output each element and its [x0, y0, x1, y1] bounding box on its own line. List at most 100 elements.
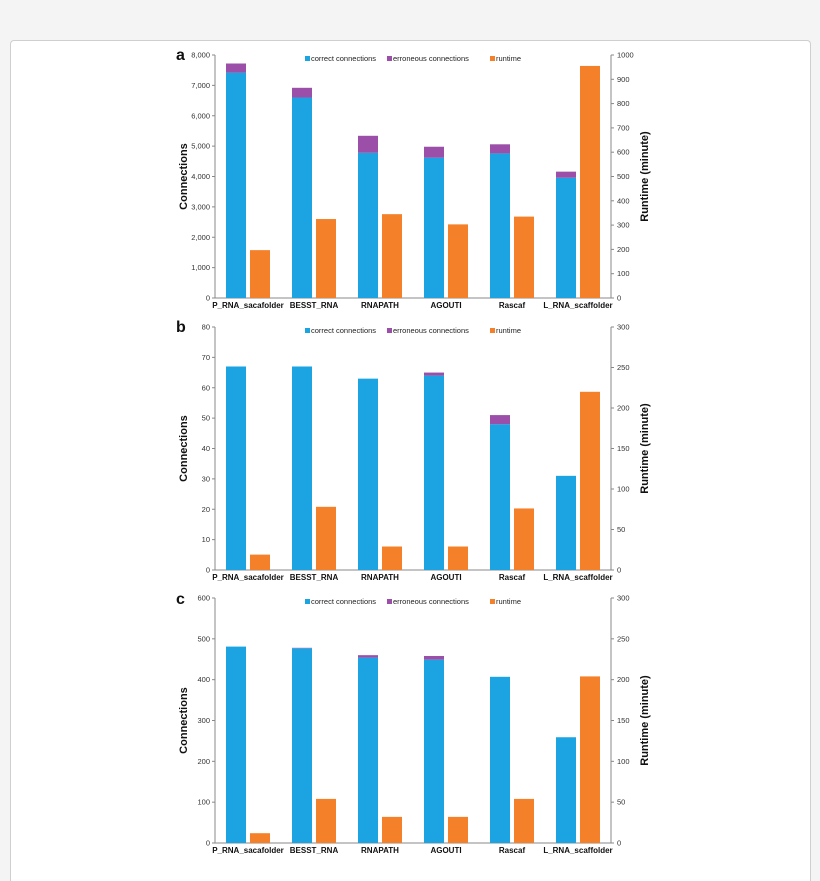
y-tick-label-right: 300: [617, 221, 630, 230]
y-tick-label-left: 1,000: [191, 263, 210, 272]
bar-correct-connections: [226, 647, 246, 843]
bar-correct-connections: [490, 153, 510, 298]
y-tick-label-right: 300: [617, 594, 630, 603]
bar-correct-connections: [556, 737, 576, 843]
bar-erroneous-connections: [424, 373, 444, 376]
category-label: Rascaf: [499, 846, 526, 855]
legend-label: runtime: [496, 326, 521, 335]
y-tick-label-left: 40: [202, 444, 210, 453]
legend-swatch: [305, 328, 310, 333]
y-axis-title-right: Runtime (minute): [639, 131, 651, 222]
bar-correct-connections: [226, 366, 246, 570]
y-tick-label-right: 200: [617, 404, 630, 413]
category-label: L_RNA_scaffolder: [543, 573, 612, 582]
y-tick-label-right: 250: [617, 634, 630, 643]
y-tick-label-right: 100: [617, 485, 630, 494]
y-tick-label-left: 80: [202, 323, 210, 332]
bar-runtime: [382, 547, 402, 570]
y-tick-label-right: 50: [617, 798, 625, 807]
y-tick-label-left: 60: [202, 383, 210, 392]
legend-label: correct connections: [311, 597, 376, 606]
bar-runtime: [316, 799, 336, 843]
y-tick-label-right: 800: [617, 99, 630, 108]
legend-label: erroneous connections: [393, 54, 469, 63]
category-label: P_RNA_sacafolder: [212, 301, 284, 310]
bar-erroneous-connections: [424, 147, 444, 158]
bar-correct-connections: [358, 379, 378, 570]
legend-label: erroneous connections: [393, 326, 469, 335]
bar-correct-connections: [292, 98, 312, 298]
y-tick-label-left: 10: [202, 535, 210, 544]
y-tick-label-left: 600: [197, 594, 210, 603]
bar-runtime: [514, 508, 534, 570]
category-label: Rascaf: [499, 301, 526, 310]
bar-erroneous-connections: [490, 415, 510, 424]
category-label: P_RNA_sacafolder: [212, 846, 284, 855]
y-tick-label-right: 200: [617, 245, 630, 254]
bar-erroneous-connections: [424, 656, 444, 660]
bar-correct-connections: [358, 658, 378, 843]
category-label: L_RNA_scaffolder: [543, 846, 612, 855]
bar-runtime: [382, 817, 402, 843]
y-tick-label-left: 0: [206, 294, 210, 303]
bar-runtime: [250, 555, 270, 570]
y-tick-label-left: 30: [202, 474, 210, 483]
y-tick-label-right: 50: [617, 525, 625, 534]
legend-swatch: [490, 599, 495, 604]
y-tick-label-right: 900: [617, 75, 630, 84]
bar-runtime: [580, 392, 600, 570]
y-tick-label-left: 70: [202, 353, 210, 362]
y-tick-label-right: 250: [617, 363, 630, 372]
y-tick-label-left: 2,000: [191, 233, 210, 242]
panel-letter: c: [176, 591, 185, 608]
y-tick-label-left: 7,000: [191, 81, 210, 90]
legend-label: runtime: [496, 54, 521, 63]
legend-label: correct connections: [311, 326, 376, 335]
bar-erroneous-connections: [490, 144, 510, 153]
y-tick-label-left: 4,000: [191, 172, 210, 181]
y-tick-label-right: 100: [617, 757, 630, 766]
y-tick-label-left: 8,000: [191, 51, 210, 60]
bar-runtime: [316, 507, 336, 570]
bar-runtime: [448, 224, 468, 298]
y-tick-label-right: 400: [617, 196, 630, 205]
y-tick-label-right: 300: [617, 323, 630, 332]
y-tick-label-right: 150: [617, 444, 630, 453]
y-tick-label-right: 0: [617, 839, 621, 848]
y-tick-label-left: 100: [197, 798, 210, 807]
bar-runtime: [316, 219, 336, 298]
y-tick-label-right: 500: [617, 172, 630, 181]
bar-runtime: [580, 676, 600, 843]
legend-swatch: [305, 56, 310, 61]
y-tick-label-left: 0: [206, 839, 210, 848]
bar-runtime: [580, 66, 600, 298]
legend-label: runtime: [496, 597, 521, 606]
category-label: Rascaf: [499, 573, 526, 582]
legend-label: erroneous connections: [393, 597, 469, 606]
bar-runtime: [250, 833, 270, 843]
category-label: AGOUTI: [430, 301, 461, 310]
bar-correct-connections: [292, 366, 312, 570]
y-tick-label-left: 400: [197, 675, 210, 684]
y-tick-label-right: 600: [617, 148, 630, 157]
y-tick-label-left: 0: [206, 566, 210, 575]
y-axis-title-left: Connections: [178, 687, 190, 754]
y-tick-label-left: 500: [197, 634, 210, 643]
bar-erroneous-connections: [358, 655, 378, 657]
bar-erroneous-connections: [292, 88, 312, 98]
y-axis-title-right: Runtime (minute): [639, 675, 651, 766]
y-tick-label-left: 6,000: [191, 111, 210, 120]
category-label: L_RNA_scaffolder: [543, 301, 612, 310]
legend-swatch: [387, 56, 392, 61]
bar-correct-connections: [490, 677, 510, 843]
y-tick-label-left: 5,000: [191, 142, 210, 151]
legend-swatch: [305, 599, 310, 604]
y-tick-label-right: 200: [617, 675, 630, 684]
legend-swatch: [490, 328, 495, 333]
y-tick-label-left: 300: [197, 716, 210, 725]
bar-correct-connections: [424, 376, 444, 570]
bar-correct-connections: [490, 424, 510, 570]
bar-correct-connections: [424, 660, 444, 843]
bar-runtime: [514, 217, 534, 298]
